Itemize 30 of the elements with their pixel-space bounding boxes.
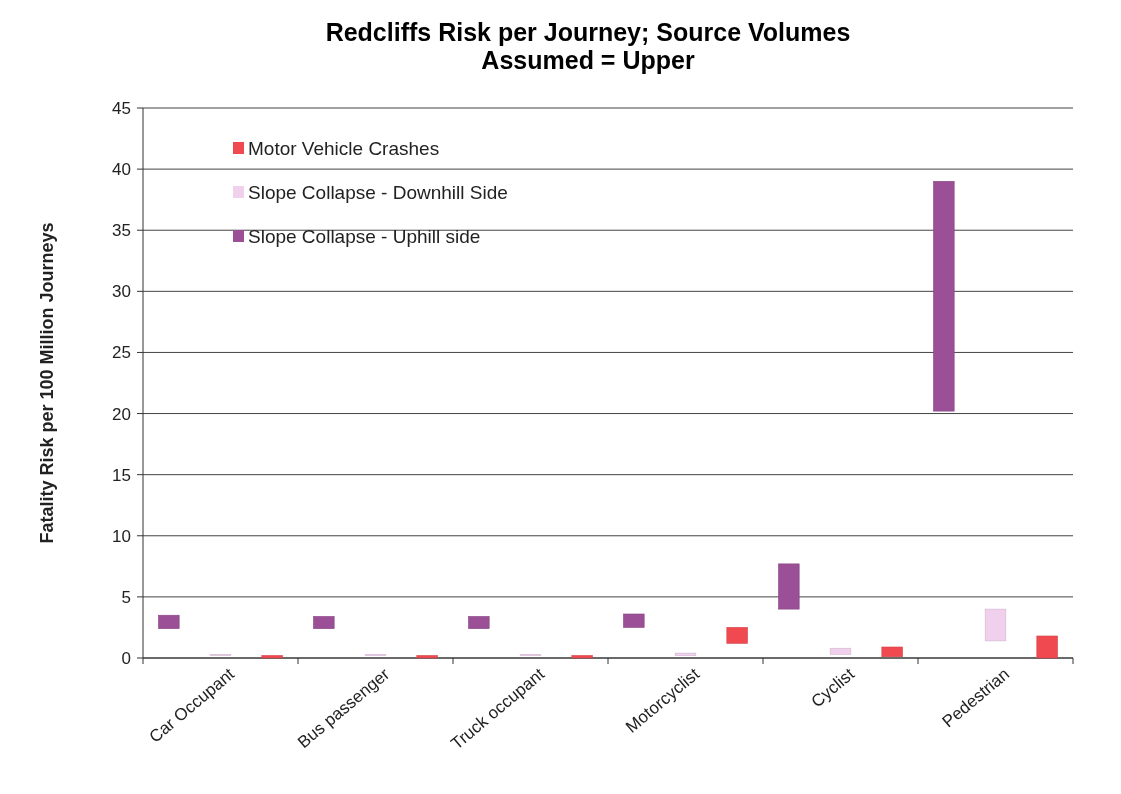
y-tick-label: 35 xyxy=(112,221,131,241)
bar xyxy=(468,616,490,629)
bar xyxy=(623,613,645,628)
y-tick-label: 15 xyxy=(112,465,131,485)
y-tick-label: 45 xyxy=(112,98,131,118)
y-tick-label: 25 xyxy=(112,343,131,363)
y-tick-label: 5 xyxy=(121,587,131,607)
y-tick-label: 30 xyxy=(112,282,131,302)
bar xyxy=(881,646,903,658)
legend-label: Slope Collapse - Downhill Side xyxy=(248,181,508,203)
bar xyxy=(984,608,1007,642)
y-axis-title: Fatality Risk per 100 Million Journeys xyxy=(37,222,57,544)
y-tick-label: 40 xyxy=(112,160,131,180)
bar xyxy=(158,614,180,629)
bar xyxy=(313,616,335,629)
bar xyxy=(726,627,748,644)
y-tick-label: 0 xyxy=(121,648,131,668)
bar xyxy=(778,563,800,610)
bar xyxy=(933,181,955,412)
bar xyxy=(829,647,852,655)
bar xyxy=(1036,635,1058,659)
bar xyxy=(674,652,697,656)
bar xyxy=(416,655,438,659)
bar xyxy=(571,655,593,659)
bar xyxy=(261,655,283,659)
legend-label: Slope Collapse - Uphill side xyxy=(248,225,481,247)
legend-label: Motor Vehicle Crashes xyxy=(248,137,440,159)
chart-title: Redcliffs Risk per Journey; Source Volumes Assumed = Upper xyxy=(324,18,852,74)
y-tick-label: 10 xyxy=(112,526,131,546)
y-tick-label: 20 xyxy=(112,404,131,424)
